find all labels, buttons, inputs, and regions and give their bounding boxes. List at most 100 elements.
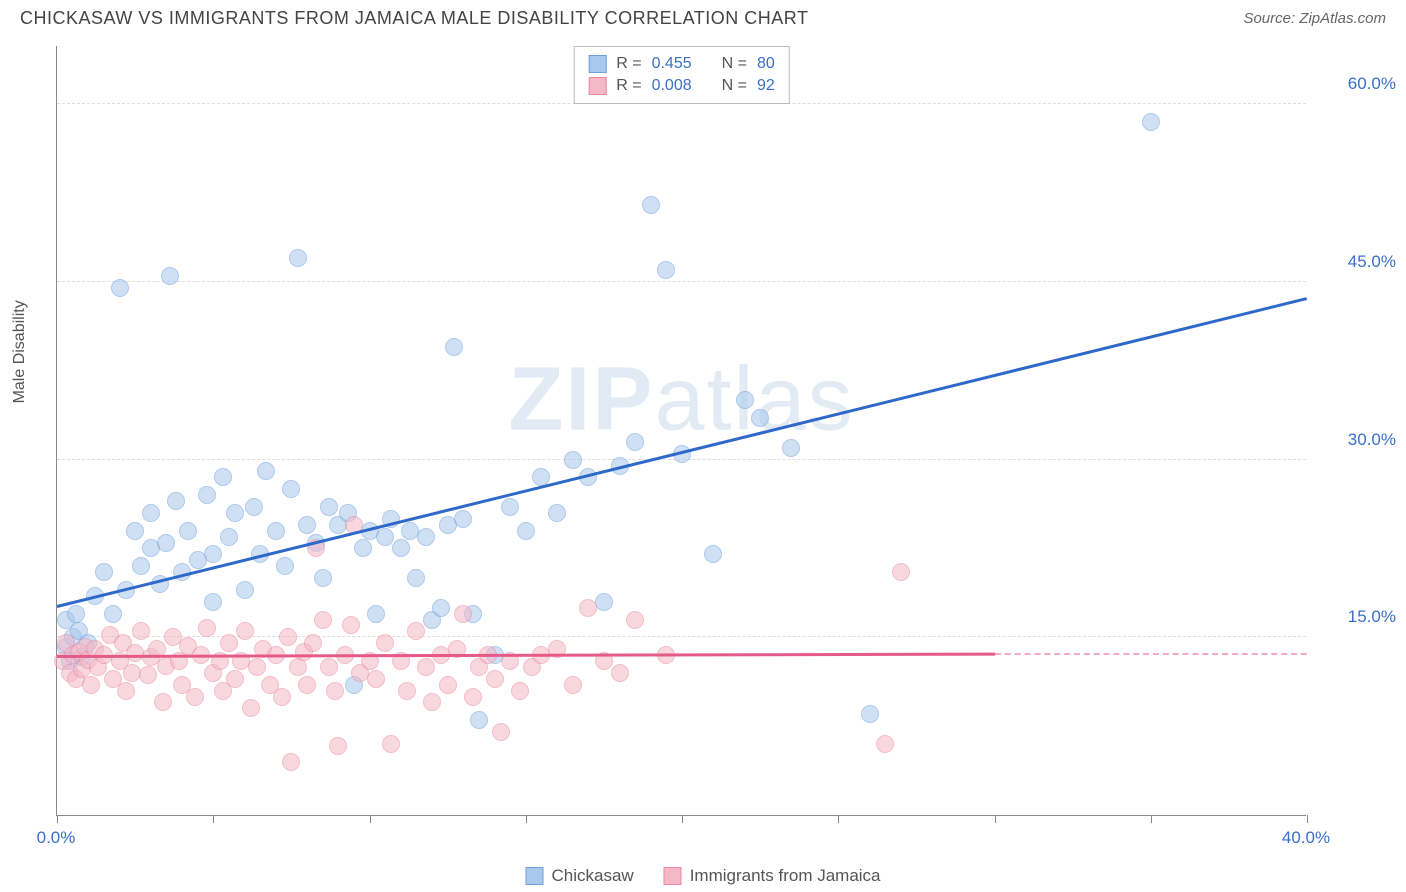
scatter-point [517,522,535,540]
scatter-point [282,480,300,498]
scatter-point [407,569,425,587]
scatter-point [376,634,394,652]
scatter-point [304,634,322,652]
chart-title: CHICKASAW VS IMMIGRANTS FROM JAMAICA MAL… [20,8,808,29]
scatter-point [642,196,660,214]
scatter-point [298,676,316,694]
scatter-point [564,676,582,694]
series-legend: Chickasaw Immigrants from Jamaica [525,866,880,886]
scatter-point [392,539,410,557]
trend-line-dashed [995,653,1308,655]
scatter-point [329,737,347,755]
scatter-point [111,279,129,297]
xtick [526,815,527,823]
scatter-point [95,563,113,581]
scatter-point [257,462,275,480]
scatter-point [198,486,216,504]
xtick-label: 0.0% [37,828,76,848]
scatter-point [417,658,435,676]
scatter-point [248,658,266,676]
watermark: ZIPatlas [508,348,854,451]
scatter-point [282,753,300,771]
scatter-point [132,557,150,575]
scatter-point [279,628,297,646]
scatter-point [314,569,332,587]
scatter-point [367,605,385,623]
scatter-point [492,723,510,741]
legend-item-series-2: Immigrants from Jamaica [664,866,881,886]
scatter-point [126,522,144,540]
scatter-point [595,593,613,611]
scatter-point [67,605,85,623]
scatter-point [154,693,172,711]
scatter-point [548,504,566,522]
scatter-point [892,563,910,581]
legend-row-series-2: R = 0.008 N = 92 [588,75,775,97]
xtick [213,815,214,823]
scatter-point [611,664,629,682]
scatter-point [157,534,175,552]
scatter-point [242,699,260,717]
scatter-point [564,451,582,469]
scatter-point [132,622,150,640]
scatter-point [161,267,179,285]
xtick [682,815,683,823]
scatter-point [267,522,285,540]
scatter-point [751,409,769,427]
scatter-point [1142,113,1160,131]
scatter-point [445,338,463,356]
scatter-point [342,616,360,634]
scatter-point [245,498,263,516]
ytick-label: 60.0% [1316,74,1396,94]
scatter-point [314,611,332,629]
ytick-label: 30.0% [1316,430,1396,450]
scatter-point [273,688,291,706]
scatter-point [236,581,254,599]
swatch-bottom-1 [525,867,543,885]
xtick-label: 40.0% [1282,828,1330,848]
scatter-point [320,498,338,516]
scatter-point [186,688,204,706]
xtick [370,815,371,823]
scatter-point [220,634,238,652]
legend-item-series-1: Chickasaw [525,866,633,886]
scatter-point [464,688,482,706]
scatter-point [167,492,185,510]
scatter-point [289,249,307,267]
scatter-point [486,670,504,688]
gridline-h [57,281,1306,282]
scatter-point [736,391,754,409]
scatter-point [320,658,338,676]
scatter-point [454,510,472,528]
scatter-point [289,658,307,676]
scatter-point [204,593,222,611]
scatter-point [782,439,800,457]
chart-plot-area: ZIPatlas R = 0.455 N = 80 R = 0.008 N = … [56,46,1306,816]
scatter-point [432,599,450,617]
swatch-bottom-2 [664,867,682,885]
scatter-point [298,516,316,534]
scatter-point [214,468,232,486]
scatter-point [439,676,457,694]
scatter-point [226,670,244,688]
scatter-point [326,682,344,700]
xtick [838,815,839,823]
correlation-legend: R = 0.455 N = 80 R = 0.008 N = 92 [573,46,790,104]
scatter-point [626,611,644,629]
scatter-point [876,735,894,753]
scatter-point [376,528,394,546]
scatter-point [704,545,722,563]
xtick [995,815,996,823]
xtick [57,815,58,823]
scatter-point [226,504,244,522]
scatter-point [454,605,472,623]
scatter-point [626,433,644,451]
scatter-point [861,705,879,723]
scatter-point [117,682,135,700]
scatter-point [354,539,372,557]
scatter-point [198,619,216,637]
swatch-series-1 [588,55,606,73]
scatter-point [423,693,441,711]
legend-row-series-1: R = 0.455 N = 80 [588,53,775,75]
scatter-point [276,557,294,575]
